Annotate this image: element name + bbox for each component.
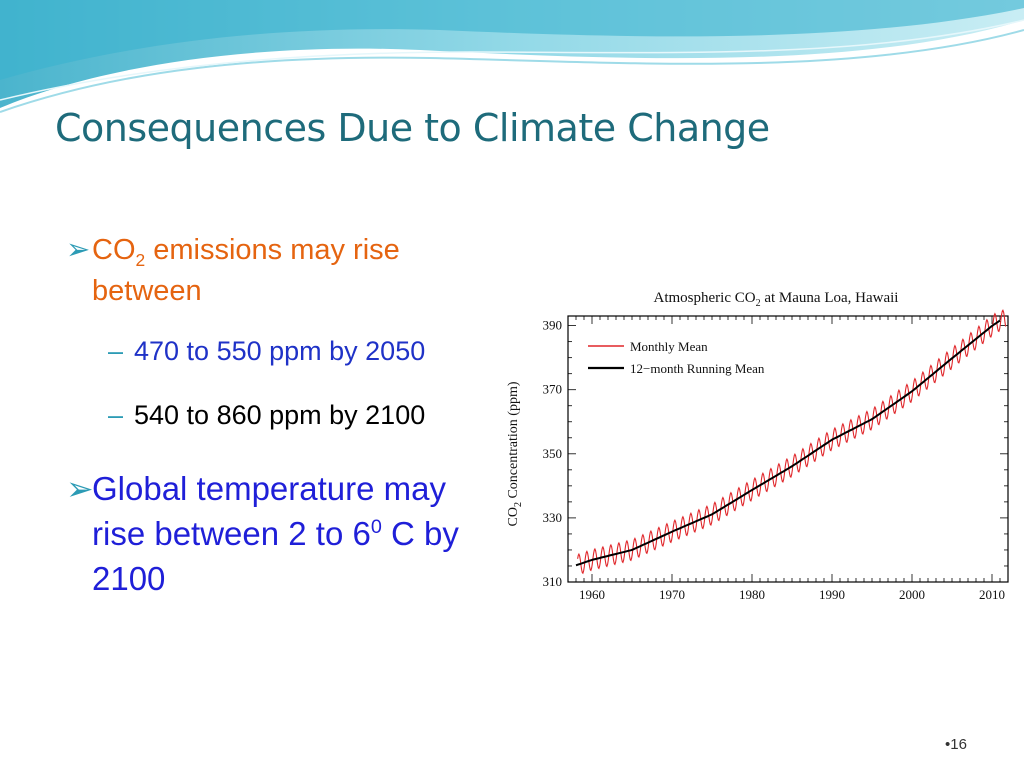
- y-tick-label: 350: [543, 446, 563, 461]
- chart-title: Atmospheric CO2 at Mauna Loa, Hawaii: [654, 290, 899, 309]
- x-tick-label: 1990: [819, 587, 845, 602]
- running-mean-line: [575, 319, 1001, 567]
- y-tick-label: 390: [543, 318, 563, 333]
- bullet-global-temperature: ➢ Global temperature may rise between 2 …: [66, 466, 506, 601]
- subbullet-2100: – 540 to 860 ppm by 2100: [108, 400, 425, 431]
- subbullet-2050: – 470 to 550 ppm by 2050: [108, 336, 425, 367]
- legend-running-label: 12−month Running Mean: [630, 361, 765, 376]
- co2-chart: Atmospheric CO2 at Mauna Loa, Hawaii CO2…: [506, 290, 1009, 602]
- bullet-co2-emissions: ➢ CO2 emissions may rise between: [66, 230, 486, 312]
- subscript: 2: [135, 249, 146, 270]
- x-tick-label: 1960: [579, 587, 605, 602]
- y-tick-label: 370: [543, 382, 563, 397]
- header-wave-decoration: [0, 0, 1024, 113]
- x-tick-label: 1970: [659, 587, 685, 602]
- dash-bullet-icon: –: [108, 400, 124, 430]
- subbullet-text: 470 to 550 ppm by 2050: [134, 336, 426, 366]
- slide-title: Consequences Due to Climate Change: [55, 106, 770, 150]
- dash-bullet-icon: –: [108, 336, 124, 366]
- page-number: •16: [945, 736, 967, 753]
- bullet-text-rest: emissions may rise between: [92, 234, 400, 307]
- bullet-text-rest: C by 2100: [92, 515, 459, 597]
- arrow-bullet-icon: ➢: [66, 470, 94, 507]
- subbullet-text: 540 to 860 ppm by 2100: [134, 400, 426, 430]
- y-axis-label: CO2 Concentration (ppm): [506, 381, 524, 526]
- bullet-text: Global temperature may rise between 2 to…: [92, 470, 446, 552]
- plot-area: 1960 1970 1980 1990 2000 2010 310 330 350 370 390 M…: [543, 309, 1009, 602]
- y-tick-label: 310: [543, 574, 563, 589]
- monthly-mean-line: [577, 309, 1007, 575]
- x-tick-label: 1980: [739, 587, 765, 602]
- bullet-text: CO: [92, 234, 136, 266]
- arrow-bullet-icon: ➢: [66, 234, 91, 266]
- superscript: 0: [370, 516, 382, 538]
- x-tick-label: 2010: [979, 587, 1005, 602]
- plot-frame: [567, 315, 1009, 583]
- legend-monthly-label: Monthly Mean: [630, 339, 708, 354]
- x-tick-label: 2000: [899, 587, 925, 602]
- y-tick-label: 330: [543, 510, 563, 525]
